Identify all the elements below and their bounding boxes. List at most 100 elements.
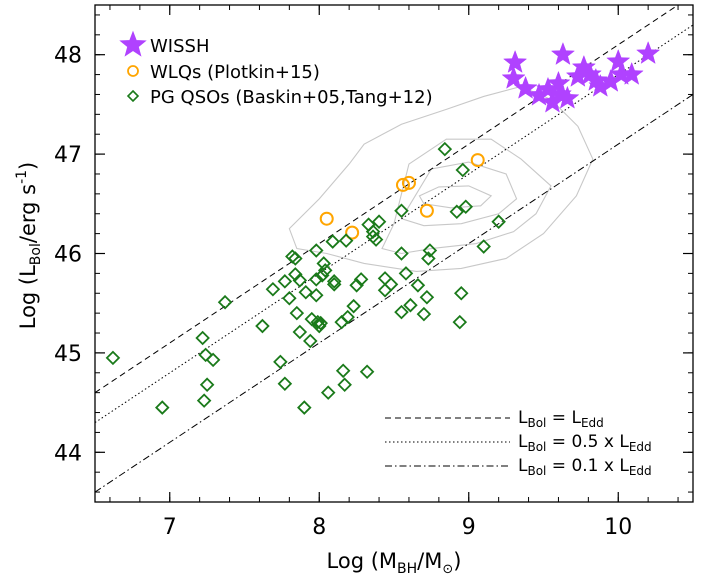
pg-qso-point — [458, 199, 474, 215]
plot-area — [95, 5, 693, 493]
y-tick-label: 47 — [54, 143, 82, 168]
pg-qso-point — [308, 287, 324, 303]
pg-qso-point — [340, 309, 355, 325]
pg-qso-point — [377, 283, 393, 298]
wlq-point — [345, 225, 360, 240]
pg-qso-point — [346, 298, 361, 314]
pg-qso-point — [337, 377, 352, 392]
x-label-sub: BH — [397, 561, 417, 577]
pg-qso-point — [398, 266, 414, 281]
pg-qso-point — [325, 234, 340, 249]
legend-circle-marker — [127, 65, 139, 77]
legend-line-sub: Bol — [527, 440, 546, 454]
y-tick-label: 44 — [54, 441, 82, 466]
pg-qso-point — [353, 272, 369, 287]
pg-qso-point — [394, 304, 409, 320]
legend-line-sub: Bol — [527, 464, 546, 478]
y-label-sup: -1 — [14, 170, 30, 184]
legend-line-label: LBol = LEdd — [518, 408, 604, 430]
wissh-point — [546, 70, 571, 94]
pg-qso-point — [298, 284, 314, 300]
y-label-sub: Bol — [28, 243, 44, 265]
density-contour — [381, 138, 552, 255]
pg-qso-point — [491, 214, 506, 229]
x-label-part: Log (M — [327, 549, 398, 573]
pg-qso-point — [273, 354, 288, 370]
y-tick-label: 45 — [54, 342, 82, 367]
pg-qso-point — [338, 233, 354, 248]
pg-qso-point — [320, 385, 336, 400]
wissh-point — [619, 61, 644, 85]
pg-qso-point — [335, 363, 351, 379]
pg-qso-point — [196, 393, 212, 408]
pg-qso-point — [371, 214, 387, 229]
pg-qso-point — [452, 314, 468, 330]
pg-qso-point — [349, 278, 364, 293]
legend-line-text: L — [518, 408, 528, 428]
legend-series-label: WLQs (Plotkin+15) — [150, 62, 320, 83]
pg-qso-point — [277, 376, 293, 391]
pg-qso-point — [314, 268, 330, 283]
density-contour — [418, 185, 493, 209]
pg-qso-point — [455, 162, 471, 178]
eddington-line — [95, 5, 679, 394]
pg-qso-point — [449, 204, 465, 220]
pg-qso-point — [403, 297, 418, 313]
legend-line-label: LBol = 0.1 x LEdd — [518, 456, 652, 478]
wlq-point — [395, 177, 410, 192]
pg-qso-point — [326, 274, 342, 289]
pg-qso-point — [289, 305, 305, 321]
pg-qso-point — [368, 232, 384, 247]
y-tick-label: 46 — [54, 243, 82, 268]
pg-qso-point — [205, 352, 221, 368]
y-axis-label: Log (LBol/erg s-1) — [14, 162, 44, 330]
pg-qso-point — [316, 256, 332, 271]
wissh-point — [501, 65, 526, 89]
pg-qso-point — [255, 318, 270, 334]
pg-qso-point — [198, 347, 213, 363]
pg-qso-point — [308, 243, 324, 258]
pg-qso-point — [308, 272, 324, 287]
pg-qso-point — [303, 333, 318, 349]
legend-line-text: L — [518, 456, 528, 476]
eddington-line — [95, 94, 693, 493]
wissh-point — [555, 85, 580, 109]
pg-qso-point — [292, 324, 308, 340]
pg-qso-point — [292, 273, 308, 288]
wlq-point — [419, 203, 434, 218]
wissh-point — [550, 41, 576, 65]
pg-qso-point — [155, 400, 170, 415]
pg-qso-point — [277, 274, 293, 289]
x-label-part: ) — [453, 549, 461, 573]
pg-qso-point — [317, 263, 333, 278]
pg-qso-point — [313, 315, 329, 331]
pg-qso-point — [416, 306, 432, 322]
pg-qso-point — [377, 271, 393, 286]
legend-line-label: LBol = 0.5 x LEdd — [518, 432, 652, 454]
x-axis-label: Log (MBH/M⊙) — [327, 549, 462, 577]
wlq-point — [319, 211, 334, 226]
pg-qso-point — [217, 294, 233, 310]
y-label-part: Log (L — [16, 265, 40, 329]
pg-qso-point — [394, 246, 409, 261]
legend-line-sub: Edd — [581, 416, 604, 430]
x-tick-label: 10 — [604, 515, 632, 540]
wlq-point — [401, 175, 416, 190]
pg-qso-point — [394, 203, 409, 219]
legend-line-text: = 0.1 x L — [546, 456, 629, 476]
density-contour — [400, 161, 518, 227]
legend-line-sub: Edd — [629, 464, 652, 478]
wissh-point — [606, 48, 631, 72]
y-label-part: ) — [16, 162, 40, 170]
legend-series-label: PG QSOs (Baskin+05,Tang+12) — [150, 87, 433, 108]
wissh-point — [503, 49, 528, 73]
legend-line-sub: Bol — [527, 416, 546, 430]
pg-qso-point — [297, 400, 312, 415]
pg-qso-point — [199, 377, 215, 392]
x-label-part: /M — [417, 549, 442, 573]
pg-qso-point — [419, 289, 435, 305]
x-tick-label: 8 — [312, 515, 326, 540]
pg-qso-point — [282, 290, 297, 306]
wissh-point — [636, 40, 661, 64]
